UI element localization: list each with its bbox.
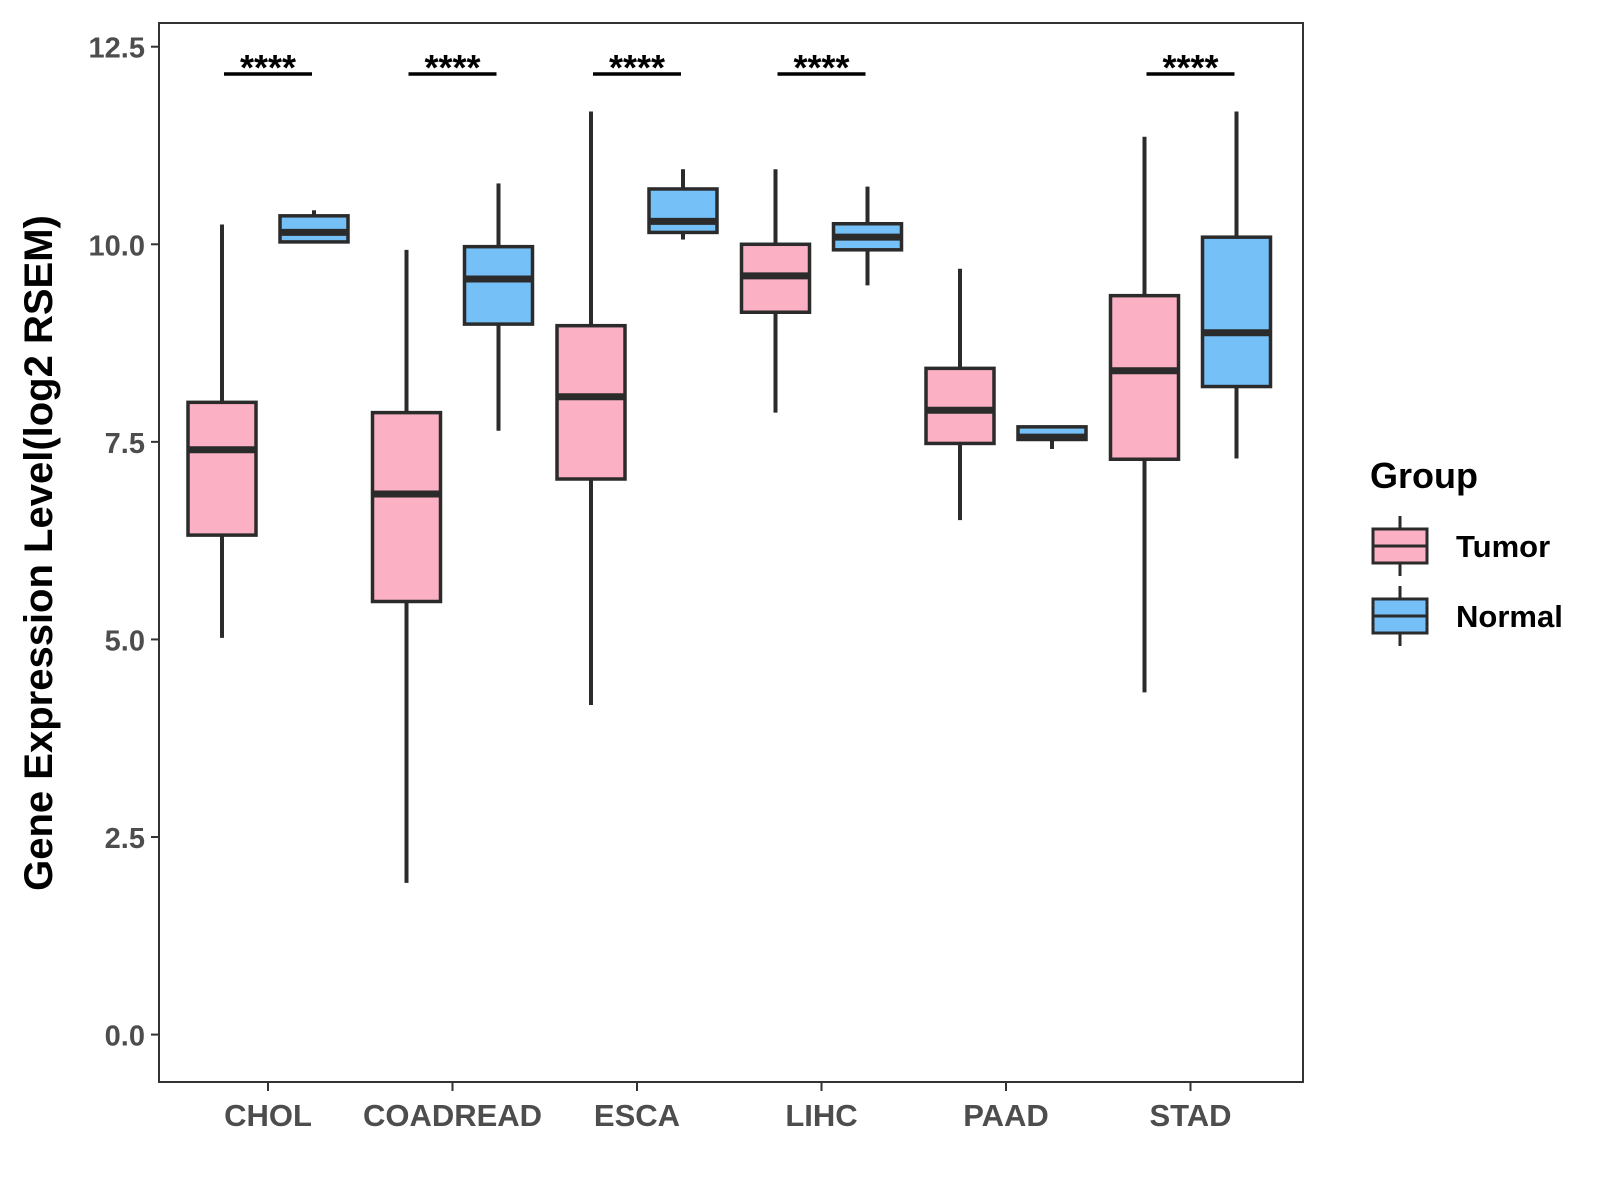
iqr-box xyxy=(462,244,535,326)
x-tick-label: PAAD xyxy=(963,1098,1049,1133)
tumor-box-coadread xyxy=(370,249,443,883)
tumor-box-paad xyxy=(924,268,996,521)
iqr-box xyxy=(647,187,719,235)
y-tick-label: 7.5 xyxy=(105,428,145,460)
significance-label: **** xyxy=(240,47,296,88)
significance-label: **** xyxy=(793,47,849,88)
x-tick-label: ESCA xyxy=(594,1098,680,1133)
normal-box-esca xyxy=(647,169,719,240)
legend-item-tumor: Tumor xyxy=(1371,516,1550,576)
iqr-box xyxy=(924,366,996,446)
tumor-box-chol xyxy=(186,224,258,638)
y-tick-label: 10.0 xyxy=(89,230,145,262)
iqr-box xyxy=(278,214,350,244)
normal-box-chol xyxy=(278,210,350,244)
normal-box-stad xyxy=(1200,111,1273,459)
plot-panel-border xyxy=(158,22,1304,1083)
y-tick-label: 5.0 xyxy=(105,625,145,657)
normal-box-lihc xyxy=(831,186,904,286)
y-tick-label: 12.5 xyxy=(89,33,145,65)
box-series xyxy=(186,111,1273,883)
iqr-box xyxy=(1108,293,1181,461)
legend-title: Group xyxy=(1370,455,1478,496)
normal-box-coadread xyxy=(462,183,535,431)
legend-item-normal: Normal xyxy=(1371,586,1563,646)
normal-box-paad xyxy=(1016,425,1088,449)
significance-brackets: **** **** **** **** **** xyxy=(224,47,1235,88)
tumor-box-lihc xyxy=(739,169,812,413)
significance-label: **** xyxy=(1162,47,1218,88)
tumor-box-stad xyxy=(1108,136,1181,693)
legend-label: Normal xyxy=(1456,599,1563,634)
legend: Group Tumor Normal xyxy=(1370,455,1563,646)
iqr-box xyxy=(1200,235,1273,389)
y-tick-label: 2.5 xyxy=(105,823,145,855)
significance-label: **** xyxy=(424,47,480,88)
x-tick-label: COADREAD xyxy=(363,1098,542,1133)
y-axis: 0.0 2.5 5.0 7.5 10.0 12.5 xyxy=(89,33,159,1053)
y-axis-title: Gene Expression Level(log2 RSEM) xyxy=(17,215,61,891)
iqr-box xyxy=(370,410,443,604)
x-tick-label: LIHC xyxy=(785,1098,857,1133)
y-tick-label: 0.0 xyxy=(105,1021,145,1053)
x-tick-label: STAD xyxy=(1149,1098,1231,1133)
iqr-box xyxy=(186,400,258,537)
legend-label: Tumor xyxy=(1456,529,1550,564)
significance-label: **** xyxy=(609,47,665,88)
x-axis: CHOL COADREAD ESCA LIHC PAAD STAD xyxy=(224,1082,1232,1133)
iqr-box xyxy=(555,323,627,481)
x-tick-label: CHOL xyxy=(224,1098,312,1133)
tumor-box-esca xyxy=(555,111,627,706)
